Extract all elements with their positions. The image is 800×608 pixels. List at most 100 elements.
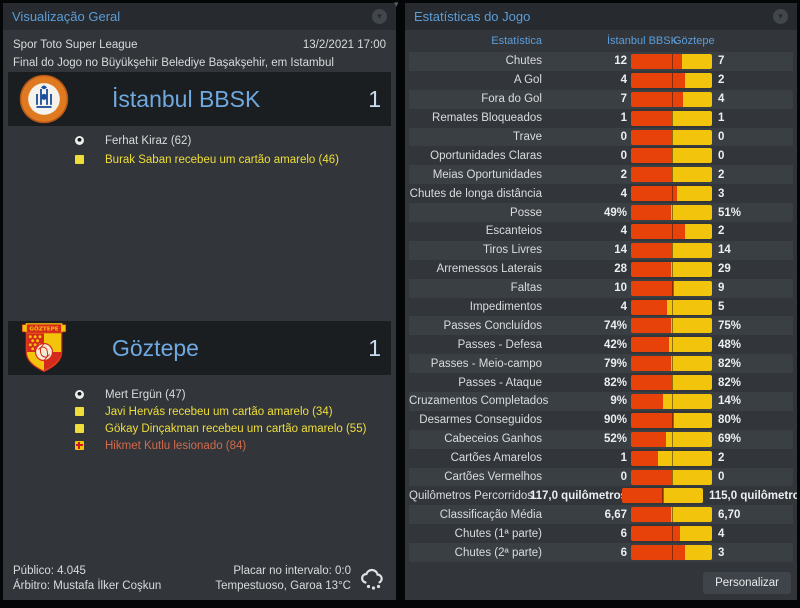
- stat-label: Chutes (1ª parte): [454, 527, 542, 540]
- stat-label: Desarmes Conseguidos: [419, 414, 542, 427]
- stat-home-value: 52%: [603, 433, 627, 446]
- home-bar-segment: [631, 450, 658, 466]
- stat-away-value: 5: [718, 301, 725, 314]
- stat-away-value: 4: [718, 527, 725, 540]
- stat-row: Faltas 10 9: [409, 278, 793, 298]
- stat-away-value: 48%: [718, 338, 742, 351]
- away-team-name: Göztepe: [112, 334, 199, 361]
- stat-row: Cartões Vermelhos 0 0: [409, 467, 793, 487]
- home-team-score: 1: [368, 85, 381, 112]
- chevron-down-icon: ▾: [778, 11, 783, 21]
- stat-row: Chutes de longa distância 4 3: [409, 184, 793, 203]
- stat-away-value: 2: [718, 168, 725, 181]
- stat-home-value: 7: [620, 93, 627, 106]
- away-bar-segment: [677, 186, 712, 202]
- stat-comparison-bar: [631, 318, 712, 334]
- home-bar-segment: [631, 72, 686, 88]
- rain-cloud-icon: [361, 568, 383, 590]
- bar-midpoint-marker: [671, 545, 673, 561]
- stat-home-value: 79%: [603, 357, 627, 370]
- stat-home-value: 10: [614, 282, 627, 295]
- stat-row: Escanteios 4 2: [409, 222, 793, 241]
- home-bar-segment: [631, 242, 672, 258]
- home-bar-segment: [631, 393, 663, 409]
- home-bar-segment: [631, 469, 672, 485]
- stat-row: Passes Concluídos 74% 75%: [409, 316, 793, 336]
- stat-label: Meias Oportunidades: [432, 168, 542, 181]
- stat-away-value: 9: [718, 282, 725, 295]
- stat-comparison-bar: [631, 129, 712, 145]
- competition-name: Spor Toto Super League: [13, 39, 138, 51]
- stat-comparison-bar: [631, 299, 712, 315]
- collapse-overview-button[interactable]: ▾: [372, 9, 387, 24]
- match-footer: Público: 4.045 Árbitro: Mustafa İlker Co…: [13, 564, 388, 594]
- away-bar-segment: [679, 526, 712, 542]
- away-bar-segment: [673, 412, 712, 428]
- stat-comparison-bar: [631, 242, 712, 258]
- stat-row: Chutes 12 7: [409, 52, 793, 71]
- home-team-banner[interactable]: İstanbul BBSK 1: [8, 72, 391, 126]
- home-bar-segment: [631, 53, 683, 69]
- home-bar-segment: [631, 431, 666, 447]
- stat-home-value: 4: [620, 225, 627, 238]
- stats-titlebar: Estatísticas do Jogo ▾: [405, 3, 797, 30]
- stat-label: Passes Concluídos: [443, 319, 542, 332]
- stat-label: Fora do Gol: [481, 93, 542, 106]
- stats-panel-title: Estatísticas do Jogo: [414, 9, 531, 24]
- home-bar-segment: [621, 488, 663, 504]
- yellow-card-icon: [75, 155, 84, 164]
- stat-home-value: 49%: [603, 206, 627, 219]
- home-bar-segment: [631, 148, 672, 164]
- stat-label: Escanteios: [485, 225, 542, 238]
- stat-comparison-bar: [631, 72, 712, 88]
- stat-home-value: 6: [620, 527, 627, 540]
- stat-away-value: 6,70: [718, 508, 741, 521]
- home-bar-segment: [631, 337, 669, 353]
- stat-comparison-bar: [631, 431, 712, 447]
- stat-comparison-bar: [621, 488, 703, 504]
- yellow-card-icon: [75, 407, 84, 416]
- stat-away-value: 0: [718, 149, 725, 162]
- bar-midpoint-marker: [671, 129, 673, 145]
- collapse-stats-button[interactable]: ▾: [773, 9, 788, 24]
- istanbul-bbsk-logo: [14, 74, 74, 124]
- weather-text: Tempestuoso, Garoa 13°C: [215, 580, 351, 592]
- stat-row: Passes - Meio-campo 79% 82%: [409, 354, 793, 374]
- away-team-banner[interactable]: GÖZTEPE Göztepe 1: [8, 321, 391, 375]
- bar-midpoint-marker: [671, 469, 673, 485]
- stat-row: Trave 0 0: [409, 127, 793, 147]
- stat-away-value: 82%: [718, 376, 742, 389]
- stat-comparison-bar: [631, 469, 712, 485]
- stat-comparison-bar: [631, 412, 712, 428]
- panel-divider-handle[interactable]: ▾: [394, 0, 399, 9]
- stat-home-value: 12: [614, 55, 627, 68]
- attendance: Público: 4.045: [13, 565, 86, 577]
- stat-away-value: 0: [718, 471, 725, 484]
- stat-away-value: 2: [718, 225, 725, 238]
- yellow-card-icon: [75, 424, 84, 433]
- overview-panel: Visualização Geral ▾ Spor Toto Super Lea…: [3, 3, 396, 600]
- bar-midpoint-marker: [671, 242, 673, 258]
- stat-away-value: 82%: [718, 357, 742, 370]
- column-statistic: Estatística: [491, 35, 542, 47]
- stat-label: Chutes (2ª parte): [454, 546, 542, 559]
- home-bar-segment: [631, 526, 680, 542]
- bar-midpoint-marker: [671, 299, 673, 315]
- home-bar-segment: [631, 129, 672, 145]
- event-text: Hikmet Kutlu lesionado (84): [105, 439, 247, 452]
- stat-label: Impedimentos: [469, 301, 542, 314]
- personalize-button[interactable]: Personalizar: [703, 572, 791, 594]
- stat-label: Passes - Meio-campo: [430, 357, 542, 370]
- stat-row: Impedimentos 4 5: [409, 298, 793, 317]
- bar-midpoint-marker: [671, 450, 673, 466]
- injury-icon: [75, 441, 84, 450]
- stat-label: Classificação Média: [439, 508, 542, 521]
- away-bar-segment: [665, 431, 712, 447]
- home-bar-segment: [631, 375, 672, 391]
- away-bar-segment: [673, 280, 712, 296]
- column-home-team: İstanbul BBSK: [607, 35, 678, 47]
- away-bar-segment: [685, 545, 712, 561]
- bar-midpoint-marker: [671, 167, 673, 183]
- venue-line: Final do Jogo no Büyükşehir Belediye Baş…: [13, 57, 334, 69]
- stat-comparison-bar: [631, 223, 712, 239]
